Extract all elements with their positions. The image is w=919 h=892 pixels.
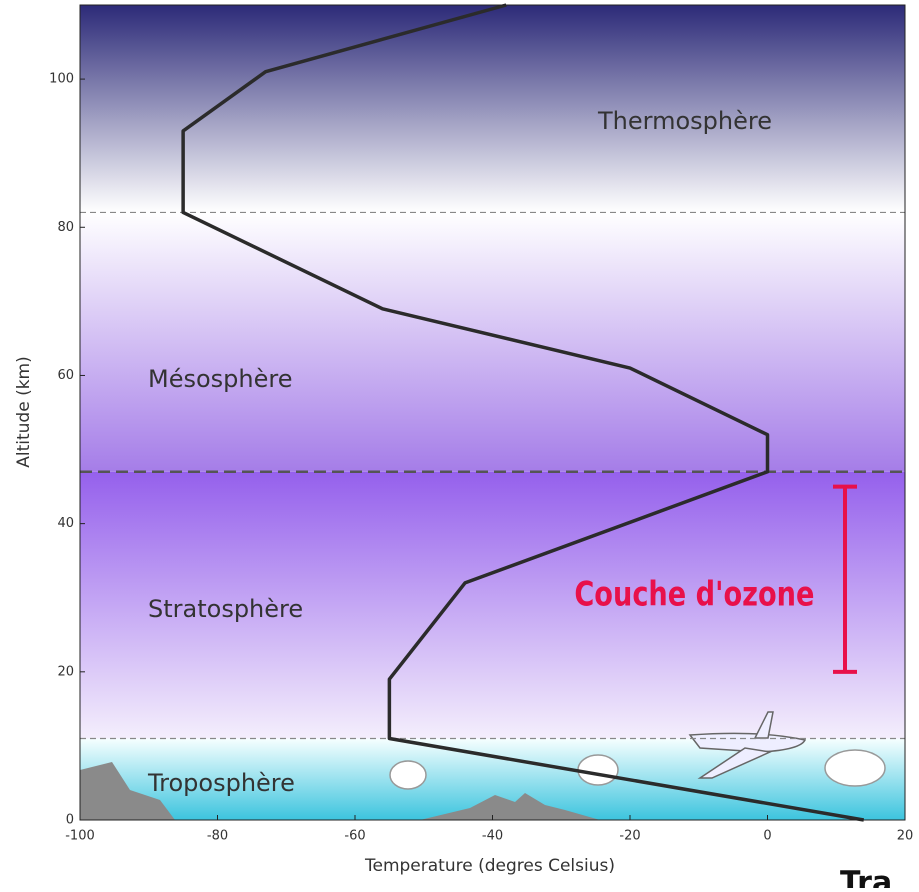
x-tick-label: -20	[619, 829, 640, 844]
x-tick-label: -100	[65, 829, 95, 844]
x-tick-label: -80	[207, 829, 228, 844]
airplane	[688, 711, 807, 779]
y-tick-label: 80	[57, 220, 74, 235]
layer-band	[80, 5, 905, 213]
layer-label: Stratosphère	[148, 595, 303, 623]
mountain	[420, 793, 600, 820]
y-tick-label: 40	[57, 516, 74, 531]
y-axis-label: Altitude (km)	[14, 356, 34, 468]
layer-band	[80, 212, 905, 472]
y-tick-label: 100	[49, 72, 74, 87]
y-tick-label: 20	[57, 664, 74, 679]
x-tick-label: 0	[763, 829, 771, 844]
y-tick-label: 60	[57, 368, 74, 383]
layer-label: Troposphère	[147, 769, 295, 797]
mountain	[80, 762, 175, 820]
corner-text: Tra	[840, 866, 892, 889]
plot-frame	[79, 4, 906, 821]
background	[80, 5, 905, 820]
layer-band	[80, 471, 905, 739]
temperature-line	[181, 3, 865, 822]
x-tick-label: -40	[482, 829, 503, 844]
x-tick-label: 20	[897, 829, 914, 844]
x-axis-label: Temperature (degres Celsius)	[364, 856, 615, 876]
layer-label: Mésosphère	[148, 365, 292, 393]
x-tick-label: -60	[344, 829, 365, 844]
layer-label: Thermosphère	[597, 107, 772, 135]
y-tick-label: 0	[66, 813, 74, 828]
ozone-label: Couche d'ozone	[574, 574, 814, 614]
